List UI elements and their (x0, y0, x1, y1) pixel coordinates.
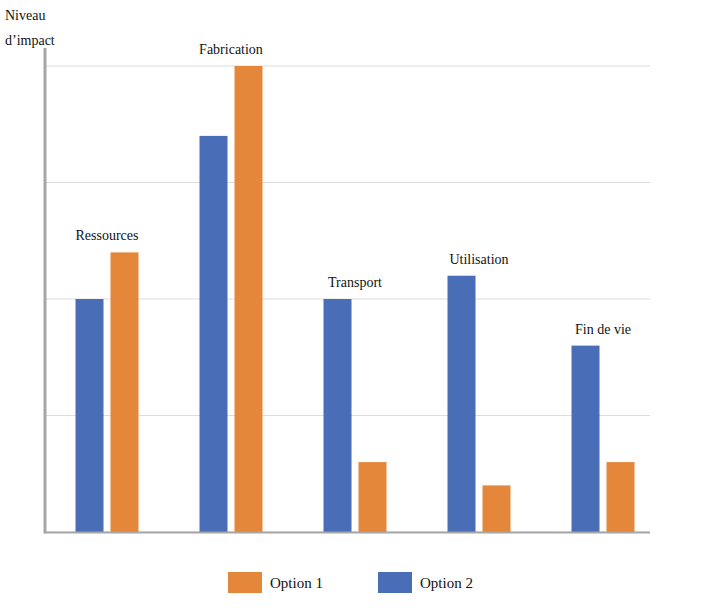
category-label: Utilisation (449, 252, 508, 267)
category-label: Fin de vie (575, 322, 631, 337)
y-axis-label-line: d’impact (5, 33, 55, 48)
chart-container: Ressources Fabrication Transport Utilisatio… (0, 0, 713, 616)
y-axis-label-line: Niveau (5, 8, 45, 23)
bar (235, 66, 263, 532)
y-axis-line (44, 48, 47, 534)
bar (324, 299, 352, 532)
bar (359, 462, 387, 532)
legend-swatch (228, 572, 262, 593)
x-axis-line (45, 532, 650, 534)
grid-line (45, 66, 650, 67)
bar (200, 136, 228, 532)
legend-swatch (378, 572, 412, 593)
grid-line (45, 182, 650, 183)
bar (607, 462, 635, 532)
legend-label: Option 1 (270, 575, 323, 591)
y-axis-label: Niveau d’impact (5, 8, 55, 48)
bar (111, 252, 139, 532)
category-label: Ressources (76, 228, 139, 243)
legend-label: Option 2 (420, 575, 473, 591)
grid-line (45, 532, 650, 533)
category-label: Fabrication (199, 42, 263, 57)
bar (483, 485, 511, 532)
category-labels: Ressources Fabrication Transport Utilisatio… (76, 42, 632, 337)
legend: Option 1 Option 2 (228, 572, 473, 593)
category-label: Transport (328, 275, 382, 290)
bars (76, 66, 635, 532)
bar (76, 299, 104, 532)
chart-svg: Ressources Fabrication Transport Utilisatio… (0, 0, 713, 616)
bar (572, 346, 600, 532)
bar (448, 276, 476, 532)
